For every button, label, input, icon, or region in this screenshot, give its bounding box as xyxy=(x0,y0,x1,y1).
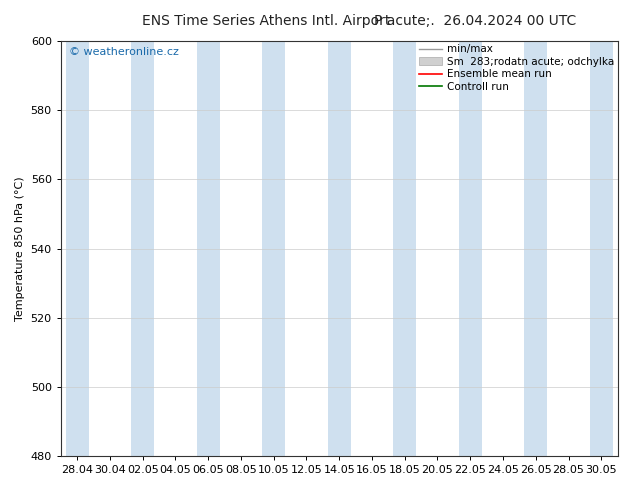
Legend: min/max, Sm  283;rodatn acute; odchylka, Ensemble mean run, Controll run: min/max, Sm 283;rodatn acute; odchylka, … xyxy=(417,42,617,94)
Bar xyxy=(328,41,351,456)
Text: P acute;.  26.04.2024 00 UTC: P acute;. 26.04.2024 00 UTC xyxy=(374,14,577,28)
Bar xyxy=(459,41,482,456)
Bar xyxy=(66,41,89,456)
Text: © weatheronline.cz: © weatheronline.cz xyxy=(69,47,179,57)
Text: ENS Time Series Athens Intl. Airport: ENS Time Series Athens Intl. Airport xyxy=(142,14,391,28)
Bar xyxy=(524,41,547,456)
Y-axis label: Temperature 850 hPa (°C): Temperature 850 hPa (°C) xyxy=(15,176,25,321)
Bar xyxy=(590,41,612,456)
Bar xyxy=(393,41,416,456)
Bar xyxy=(197,41,220,456)
Bar xyxy=(131,41,154,456)
Bar xyxy=(262,41,285,456)
